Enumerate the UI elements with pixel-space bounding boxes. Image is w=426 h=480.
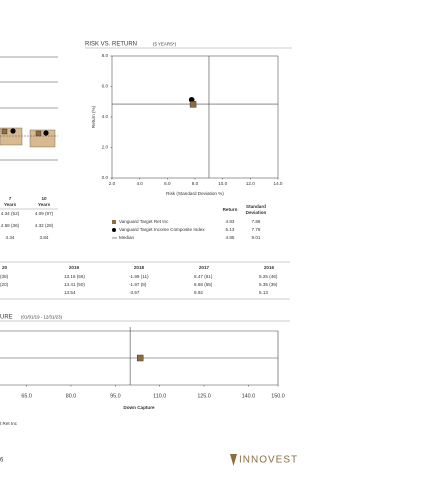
section-title: URE <box>0 315 13 321</box>
cell: -1.99 (11) <box>129 274 149 279</box>
capture-plot: 65.0 80.0 95.0 110.0 125.0 140.0 150.0 <box>0 327 285 399</box>
x-axis-label: Risk (Standard Deviation %) <box>166 191 224 196</box>
risk-table: 4.83 7.86 5.13 7.76 4.85 9.01 <box>226 219 261 240</box>
x-axis-label: Down Capture <box>123 405 155 410</box>
cell: -3.57 <box>129 290 140 295</box>
x-tick-label: 6.0 <box>164 181 171 186</box>
x-tick-label: 80.0 <box>66 393 77 399</box>
y-tick-label: 8.0 <box>102 53 109 58</box>
cell: (20) <box>0 282 9 287</box>
cell: 8.47 (61) <box>194 274 213 279</box>
col-header: Standard <box>246 204 266 209</box>
x-tick-label: 4.0 <box>136 181 143 186</box>
page-number: 6 <box>0 458 4 464</box>
cell: 8.92 <box>194 290 203 295</box>
cell: 4.09 (97) <box>35 211 54 216</box>
plot-frame <box>111 55 279 179</box>
cell: 7.86 <box>252 219 261 224</box>
point <box>136 354 144 362</box>
col-header: 2019 <box>69 265 80 270</box>
col-header: Deviation <box>246 210 267 215</box>
risk-return-plot: 2.0 4.0 6.0 8.0 10.0 12.0 14.00.02.04.06.08.0 <box>102 53 283 186</box>
cell: 9.01 <box>252 235 261 240</box>
section-title: RISK VS. RETURN <box>85 42 137 48</box>
x-tick-label: 125.0 <box>197 393 211 399</box>
legend-label: Vanguard Target Income Composite Index <box>119 227 205 232</box>
section-note: (5 YEARS*) <box>153 42 177 47</box>
x-tick-label: 8.0 <box>192 181 199 186</box>
left-partial-chart <box>0 56 58 161</box>
cell: 4.32 (28) <box>35 223 54 228</box>
point <box>189 101 197 108</box>
col-header: 2017 <box>199 265 210 270</box>
legend-label: Median <box>119 235 135 240</box>
cell: 13.41 (50) <box>64 282 85 287</box>
col-header: 2016 <box>264 265 275 270</box>
cell: 4.83 <box>226 219 235 224</box>
y-tick-label: 2.0 <box>102 145 109 150</box>
col-header: 20 <box>2 265 8 270</box>
calendar-table: 20 2019 2018 2017 2016 (38) 13.16 (56) -1.99 (1… <box>0 265 278 295</box>
cell: 3.84 <box>40 235 49 240</box>
y-axis-label: Return (%) <box>91 105 96 128</box>
y-tick-label: 4.0 <box>102 114 109 119</box>
legend-label: t Ret Inc <box>0 421 18 426</box>
x-tick-label: 65.0 <box>21 393 32 399</box>
y-tick-label: 0.0 <box>102 175 109 180</box>
cell: 5.25 (46) <box>259 274 278 279</box>
section-note: (01/01/19 - 12/31/23) <box>21 315 63 320</box>
left-table: 4.34 (52) 4.09 (97) 4.58 (36) 4.32 (28) 4.34… <box>1 211 54 240</box>
x-tick-label: 10.0 <box>218 181 227 186</box>
legend-label: Vanguard Target Ret Inc <box>119 219 169 224</box>
y-tick-label: 6.0 <box>102 84 109 89</box>
x-tick-label: 110.0 <box>153 393 166 399</box>
col-header: Return <box>223 207 238 212</box>
cell: 4.34 <box>6 235 15 240</box>
cell: 13.54 <box>64 290 76 295</box>
cell: 7.76 <box>252 227 261 232</box>
cell: 4.85 <box>226 235 235 240</box>
cell: 4.58 (36) <box>1 223 20 228</box>
cell: 5.13 <box>259 290 268 295</box>
cell: -1.97 (8) <box>129 282 147 287</box>
x-tick-label: 95.0 <box>110 393 121 399</box>
col-header: 2018 <box>134 265 145 270</box>
x-tick-label: 140.0 <box>242 393 256 399</box>
col-header: 10 <box>41 196 47 201</box>
x-tick-label: 150.0 <box>271 393 285 399</box>
cell: 4.34 (52) <box>1 211 20 216</box>
legend-swatch <box>112 220 116 224</box>
x-tick-label: 14.0 <box>274 181 283 186</box>
cell: (38) <box>0 274 9 279</box>
cell: 13.16 (56) <box>64 274 85 279</box>
logo-mark <box>230 454 237 466</box>
x-tick-label: 2.0 <box>109 181 116 186</box>
x-tick-label: 12.0 <box>246 181 255 186</box>
cell: 5.13 <box>226 227 235 232</box>
col-header: Years <box>38 202 51 207</box>
col-header: 7 <box>9 196 12 201</box>
col-header: Years <box>4 202 17 207</box>
brand: INNOVEST <box>239 455 298 466</box>
legend-swatch <box>112 228 116 232</box>
cell: 8.68 (55) <box>194 282 213 287</box>
cell: 5.35 (39) <box>259 282 278 287</box>
